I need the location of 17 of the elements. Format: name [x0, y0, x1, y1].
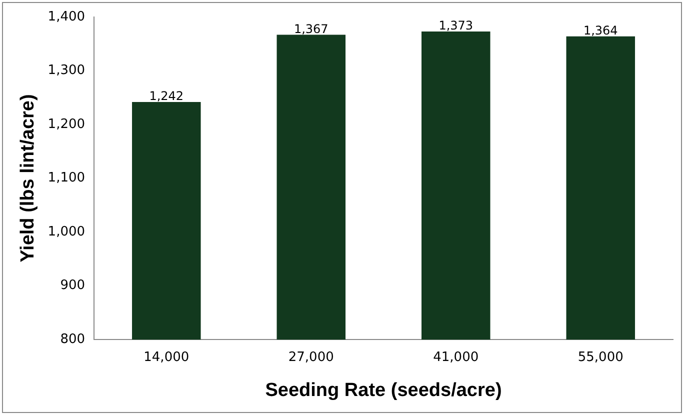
x-tick-label: 55,000 — [578, 350, 624, 365]
y-axis-title: Yield (lbs lint/acre) — [18, 94, 39, 262]
x-tick-label: 27,000 — [288, 350, 334, 365]
data-label: 1,373 — [438, 18, 474, 33]
y-tick-label: 1,100 — [48, 170, 86, 186]
y-tick-label: 900 — [60, 278, 86, 294]
data-label: 1,242 — [149, 89, 184, 104]
y-tick-label: 1,000 — [48, 224, 86, 240]
y-tick-label: 1,300 — [48, 63, 86, 78]
y-tick-label: 1,400 — [48, 9, 86, 24]
y-tick-label: 1,200 — [48, 116, 86, 132]
x-tick-label: 41,000 — [433, 350, 479, 365]
y-tick-label: 800 — [60, 332, 86, 347]
x-tick-label: 14,000 — [144, 350, 190, 365]
data-label: 1,364 — [583, 23, 618, 38]
data-label: 1,367 — [294, 22, 328, 36]
x-axis-title: Seeding Rate (seeds/acre) — [265, 380, 502, 401]
